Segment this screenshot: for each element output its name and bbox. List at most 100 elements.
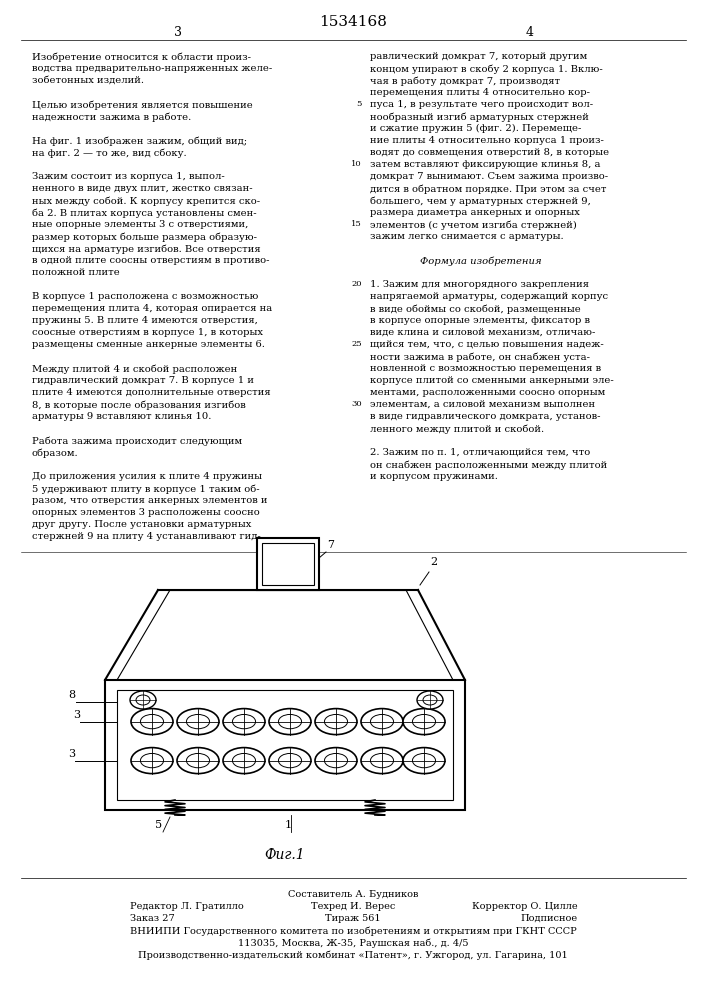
Ellipse shape (223, 709, 265, 735)
Text: Между плитой 4 и скобой расположен: Между плитой 4 и скобой расположен (32, 364, 238, 373)
Text: ленного между плитой и скобой.: ленного между плитой и скобой. (370, 424, 544, 434)
Text: и корпусом пружинами.: и корпусом пружинами. (370, 472, 498, 481)
Text: 10: 10 (351, 160, 362, 168)
Text: 3: 3 (174, 25, 182, 38)
Text: На фиг. 1 изображен зажим, общий вид;: На фиг. 1 изображен зажим, общий вид; (32, 136, 247, 145)
Ellipse shape (223, 748, 265, 774)
Text: корпусе плитой со сменными анкерными эле-: корпусе плитой со сменными анкерными эле… (370, 376, 614, 385)
Text: концом упирают в скобу 2 корпуса 1. Вклю-: концом упирают в скобу 2 корпуса 1. Вклю… (370, 64, 603, 74)
Text: размещены сменные анкерные элементы 6.: размещены сменные анкерные элементы 6. (32, 340, 265, 349)
Text: друг другу. После установки арматурных: друг другу. После установки арматурных (32, 520, 252, 529)
Text: зобетонных изделий.: зобетонных изделий. (32, 76, 144, 85)
Text: стержней 9 на плиту 4 устанавливают гид-: стержней 9 на плиту 4 устанавливают гид- (32, 532, 261, 541)
Text: гидравлический домкрат 7. В корпусе 1 и: гидравлический домкрат 7. В корпусе 1 и (32, 376, 254, 385)
Text: 20: 20 (351, 280, 362, 288)
Text: ба 2. В плитах корпуса установлены смен-: ба 2. В плитах корпуса установлены смен- (32, 208, 257, 218)
Ellipse shape (370, 714, 394, 729)
Ellipse shape (370, 753, 394, 768)
Text: пуса 1, в результате чего происходит вол-: пуса 1, в результате чего происходит вол… (370, 100, 593, 109)
Text: элементов (с учетом изгиба стержней): элементов (с учетом изгиба стержней) (370, 220, 577, 230)
Text: 30: 30 (351, 400, 362, 408)
Ellipse shape (361, 748, 403, 774)
Text: Формула изобретения: Формула изобретения (420, 256, 542, 265)
Bar (105, 680, 465, 810)
Text: 25: 25 (351, 340, 362, 348)
Text: Фиг.1: Фиг.1 (264, 848, 305, 862)
Text: Корректор О. Цилле: Корректор О. Цилле (472, 902, 578, 911)
Text: Редактор Л. Гратилло: Редактор Л. Гратилло (130, 902, 244, 911)
Text: в виде обоймы со скобой, размещенные: в виде обоймы со скобой, размещенные (370, 304, 580, 314)
Text: в корпусе опорные элементы, фиксатор в: в корпусе опорные элементы, фиксатор в (370, 316, 590, 325)
Text: 8, в которые после образования изгибов: 8, в которые после образования изгибов (32, 400, 246, 410)
Text: Составитель А. Будников: Составитель А. Будников (288, 890, 418, 899)
Ellipse shape (177, 748, 219, 774)
Ellipse shape (325, 714, 348, 729)
Text: Зажим состоит из корпуса 1, выпол-: Зажим состоит из корпуса 1, выпол- (32, 172, 225, 181)
Text: 3: 3 (73, 710, 80, 720)
Text: в одной плите соосны отверстиям в противо-: в одной плите соосны отверстиям в против… (32, 256, 269, 265)
Text: ментами, расположенными соосно опорным: ментами, расположенными соосно опорным (370, 388, 605, 397)
Ellipse shape (315, 709, 357, 735)
Text: положной плите: положной плите (32, 268, 119, 277)
Ellipse shape (412, 753, 436, 768)
Text: опорных элементов 3 расположены соосно: опорных элементов 3 расположены соосно (32, 508, 259, 517)
Text: ВНИИПИ Государственного комитета по изобретениям и открытиям при ГКНТ СССР: ВНИИПИ Государственного комитета по изоб… (129, 926, 576, 936)
Text: размера диаметра анкерных и опорных: размера диаметра анкерных и опорных (370, 208, 580, 217)
Text: щихся на арматуре изгибов. Все отверстия: щихся на арматуре изгибов. Все отверстия (32, 244, 261, 253)
Text: на фиг. 2 — то же, вид сбоку.: на фиг. 2 — то же, вид сбоку. (32, 148, 187, 157)
Text: 2. Зажим по п. 1, отличающийся тем, что: 2. Зажим по п. 1, отличающийся тем, что (370, 448, 590, 457)
Bar (117, 690, 453, 800)
Text: До приложения усилия к плите 4 пружины: До приложения усилия к плите 4 пружины (32, 472, 262, 481)
Ellipse shape (403, 748, 445, 774)
Text: Изобретение относится к области произ-: Изобретение относится к области произ- (32, 52, 251, 62)
Bar (262, 543, 314, 585)
Text: перемещения плиты 4 относительно кор-: перемещения плиты 4 относительно кор- (370, 88, 590, 97)
Ellipse shape (136, 695, 150, 705)
Ellipse shape (130, 691, 156, 709)
Text: напрягаемой арматуры, содержащий корпус: напрягаемой арматуры, содержащий корпус (370, 292, 608, 301)
Ellipse shape (361, 709, 403, 735)
Text: виде клина и силовой механизм, отличаю-: виде клина и силовой механизм, отличаю- (370, 328, 595, 337)
Text: щийся тем, что, с целью повышения надеж-: щийся тем, что, с целью повышения надеж- (370, 340, 604, 349)
Text: новленной с возможностью перемещения в: новленной с возможностью перемещения в (370, 364, 601, 373)
Text: образом.: образом. (32, 448, 78, 458)
Text: домкрат 7 вынимают. Съем зажима произво-: домкрат 7 вынимают. Съем зажима произво- (370, 172, 608, 181)
Ellipse shape (131, 709, 173, 735)
Text: соосные отверстиям в корпусе 1, в которых: соосные отверстиям в корпусе 1, в которы… (32, 328, 263, 337)
Text: Тираж 561: Тираж 561 (325, 914, 381, 923)
Text: Работа зажима происходит следующим: Работа зажима происходит следующим (32, 436, 242, 446)
Text: водства предварительно-напряженных желе-: водства предварительно-напряженных желе- (32, 64, 272, 73)
Ellipse shape (187, 753, 209, 768)
Text: 3: 3 (68, 749, 75, 759)
Ellipse shape (269, 748, 311, 774)
Text: Целью изобретения является повышение: Целью изобретения является повышение (32, 100, 252, 109)
Text: Производственно-издательский комбинат «Патент», г. Ужгород, ул. Гагарина, 101: Производственно-издательский комбинат «П… (138, 950, 568, 960)
Text: элементам, а силовой механизм выполнен: элементам, а силовой механизм выполнен (370, 400, 595, 409)
Text: 5: 5 (155, 820, 162, 830)
Ellipse shape (141, 753, 163, 768)
Text: 1: 1 (285, 820, 292, 830)
Text: 4: 4 (526, 25, 534, 38)
Text: нообразный изгиб арматурных стержней: нообразный изгиб арматурных стержней (370, 112, 589, 121)
Text: Заказ 27: Заказ 27 (130, 914, 175, 923)
Ellipse shape (279, 714, 302, 729)
Text: разом, что отверстия анкерных элементов и: разом, что отверстия анкерных элементов … (32, 496, 267, 505)
Text: 1. Зажим для многорядного закрепления: 1. Зажим для многорядного закрепления (370, 280, 589, 289)
Text: 15: 15 (351, 220, 362, 228)
Text: он снабжен расположенными между плитой: он снабжен расположенными между плитой (370, 460, 607, 470)
Text: 8: 8 (68, 690, 75, 700)
Ellipse shape (279, 753, 302, 768)
Text: дится в обратном порядке. При этом за счет: дится в обратном порядке. При этом за сч… (370, 184, 607, 194)
Ellipse shape (177, 709, 219, 735)
Text: ные опорные элементы 3 с отверстиями,: ные опорные элементы 3 с отверстиями, (32, 220, 248, 229)
Text: 2: 2 (430, 557, 437, 567)
Text: В корпусе 1 расположена с возможностью: В корпусе 1 расположена с возможностью (32, 292, 258, 301)
Text: чая в работу домкрат 7, производят: чая в работу домкрат 7, производят (370, 76, 560, 86)
Ellipse shape (141, 714, 163, 729)
Text: 5 удерживают плиту в корпусе 1 таким об-: 5 удерживают плиту в корпусе 1 таким об- (32, 484, 259, 493)
Text: ненного в виде двух плит, жестко связан-: ненного в виде двух плит, жестко связан- (32, 184, 252, 193)
Text: 7: 7 (327, 540, 334, 550)
Text: затем вставляют фиксирующие клинья 8, а: затем вставляют фиксирующие клинья 8, а (370, 160, 600, 169)
Text: в виде гидравлического домкрата, установ-: в виде гидравлического домкрата, установ… (370, 412, 600, 421)
Text: Техред И. Верес: Техред И. Верес (311, 902, 395, 911)
